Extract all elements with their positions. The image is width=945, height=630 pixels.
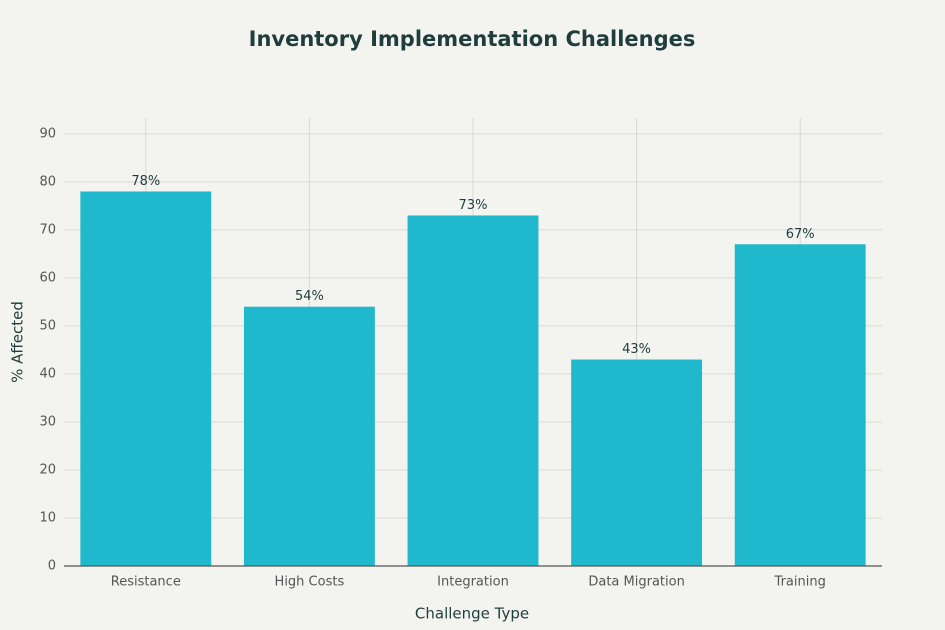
y-tick-label: 70 bbox=[39, 222, 56, 237]
x-axis-title: Challenge Type bbox=[415, 605, 529, 623]
x-tick-label: Resistance bbox=[111, 575, 181, 590]
bar bbox=[80, 191, 212, 566]
value-label: 54% bbox=[295, 289, 324, 304]
x-tick-label: Training bbox=[774, 575, 826, 590]
x-tick-label: High Costs bbox=[275, 575, 345, 590]
y-tick-label: 0 bbox=[48, 559, 56, 574]
y-tick-label: 40 bbox=[39, 366, 56, 381]
bar bbox=[734, 244, 866, 566]
bar bbox=[571, 359, 703, 566]
x-tick-label: Integration bbox=[437, 575, 509, 590]
y-axis-title: % Affected bbox=[9, 301, 27, 383]
y-tick-label: 20 bbox=[39, 462, 56, 477]
value-label: 67% bbox=[786, 227, 815, 242]
y-tick-label: 30 bbox=[39, 414, 56, 429]
chart-title: Inventory Implementation Challenges bbox=[249, 27, 696, 51]
bar bbox=[243, 306, 375, 566]
x-tick-label: Data Migration bbox=[588, 575, 684, 590]
y-tick-label: 50 bbox=[39, 318, 56, 333]
y-tick-label: 10 bbox=[39, 510, 56, 525]
value-label: 43% bbox=[622, 342, 651, 357]
value-label: 78% bbox=[131, 174, 160, 189]
bar bbox=[407, 215, 539, 567]
y-tick-label: 60 bbox=[39, 270, 56, 285]
y-tick-label: 90 bbox=[39, 126, 56, 141]
y-tick-label: 80 bbox=[39, 174, 56, 189]
value-label: 73% bbox=[459, 198, 488, 213]
